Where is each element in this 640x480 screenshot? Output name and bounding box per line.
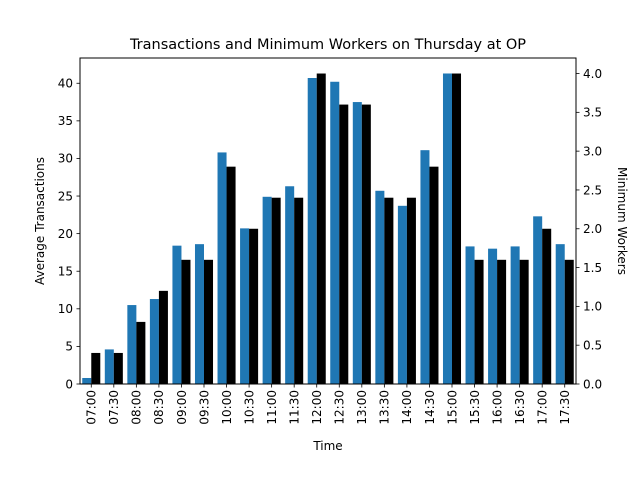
transactions-bar xyxy=(442,73,452,385)
transactions-bar xyxy=(104,349,114,384)
workers-bar xyxy=(91,352,101,384)
transactions-bar xyxy=(285,186,295,384)
y-right-tick-label: 4.0 xyxy=(583,67,602,81)
workers-bar xyxy=(519,259,529,384)
x-tick-label: 16:30 xyxy=(513,390,527,425)
y-right-tick-label: 2.5 xyxy=(583,183,602,197)
x-tick-label: 11:30 xyxy=(287,390,301,425)
x-tick-label: 12:00 xyxy=(310,390,324,425)
y-right-tick-label: 0.0 xyxy=(583,377,602,391)
workers-bar xyxy=(181,259,191,384)
workers-bar xyxy=(542,228,552,384)
transactions-bar xyxy=(397,205,407,384)
workers-bar xyxy=(316,73,326,385)
y-right-tick-label: 1.0 xyxy=(583,300,602,314)
x-tick-label: 08:00 xyxy=(130,390,144,425)
workers-bar xyxy=(497,259,507,384)
workers-bar xyxy=(474,259,484,384)
y-tick-label: 40 xyxy=(58,77,73,91)
x-tick-label: 14:00 xyxy=(400,390,414,425)
transactions-bar xyxy=(127,305,137,384)
x-tick-label: 13:00 xyxy=(355,390,369,425)
transactions-bar xyxy=(149,299,159,384)
x-tick-label: 15:30 xyxy=(468,390,482,425)
y-tick-label: 30 xyxy=(58,152,73,166)
transactions-bar xyxy=(217,152,227,384)
x-tick-label: 17:30 xyxy=(558,390,572,425)
x-tick-label: 09:00 xyxy=(175,390,189,425)
transactions-bar xyxy=(533,216,543,384)
workers-bar xyxy=(564,259,574,384)
x-axis-title: Time xyxy=(312,439,342,453)
transactions-bar xyxy=(307,78,317,384)
y-right-tick-label: 3.0 xyxy=(583,144,602,158)
transactions-bar xyxy=(82,377,92,384)
x-tick-label: 07:30 xyxy=(107,390,121,425)
y-tick-label: 10 xyxy=(58,302,73,316)
workers-bar xyxy=(113,352,123,384)
transactions-bar xyxy=(172,245,182,384)
x-tick-label: 17:00 xyxy=(535,390,549,425)
chart-title: Transactions and Minimum Workers on Thur… xyxy=(129,37,526,53)
y-tick-label: 35 xyxy=(58,114,73,128)
x-tick-label: 15:00 xyxy=(445,390,459,425)
transactions-bar xyxy=(488,248,498,384)
transactions-bar xyxy=(465,246,475,384)
workers-bar xyxy=(249,228,259,384)
y-right-tick-label: 3.5 xyxy=(583,106,602,120)
workers-bar xyxy=(294,197,304,384)
x-tick-label: 08:30 xyxy=(152,390,166,425)
workers-bar xyxy=(271,197,281,384)
axes-layer: 0 5 10 15 20 25 30 35 40 0.0 0.5 1.0 1.5 2.0 2.5 3.0 3.5… xyxy=(58,57,602,425)
y-right-tick-label: 0.5 xyxy=(583,338,602,352)
y-tick-label: 20 xyxy=(58,227,73,241)
x-tick-label: 16:00 xyxy=(490,390,504,425)
workers-bar xyxy=(429,166,439,384)
transactions-bar xyxy=(240,228,250,384)
workers-bar xyxy=(361,104,371,384)
transactions-bar xyxy=(262,196,272,384)
transactions-bar xyxy=(194,244,204,384)
bars-layer xyxy=(82,73,574,385)
y-right-tick-label: 1.5 xyxy=(583,261,602,275)
transactions-bar xyxy=(555,244,565,384)
transactions-bar xyxy=(352,102,362,384)
transactions-bar xyxy=(375,190,385,384)
y-tick-label: 15 xyxy=(58,265,73,279)
workers-bar xyxy=(158,290,168,384)
y-tick-label: 0 xyxy=(65,377,73,391)
x-tick-label: 10:30 xyxy=(242,390,256,425)
x-tick-label: 14:30 xyxy=(423,390,437,425)
x-tick-label: 07:00 xyxy=(85,390,99,425)
x-tick-label: 10:00 xyxy=(220,390,234,425)
x-tick-label: 09:30 xyxy=(197,390,211,425)
workers-bar xyxy=(384,197,394,384)
y-tick-label: 5 xyxy=(65,340,73,354)
x-tick-label: 11:00 xyxy=(265,390,279,425)
workers-bar xyxy=(406,197,416,384)
workers-bar xyxy=(339,104,349,384)
y-axis-title: Average Transactions xyxy=(33,157,47,285)
transactions-bar xyxy=(330,81,340,384)
x-tick-label: 12:30 xyxy=(333,390,347,425)
workers-bar xyxy=(204,259,214,384)
y-right-tick-label: 2.0 xyxy=(583,222,602,236)
y-tick-label: 25 xyxy=(58,189,73,203)
transactions-bar xyxy=(510,246,520,384)
workers-bar xyxy=(136,321,146,384)
plot-frame xyxy=(79,57,577,385)
transactions-bar xyxy=(420,150,430,384)
workers-bar xyxy=(226,166,236,384)
x-tick-label: 13:30 xyxy=(378,390,392,425)
workers-bar xyxy=(452,73,462,385)
y-axis-right-title: Minimum Workers xyxy=(615,167,629,275)
